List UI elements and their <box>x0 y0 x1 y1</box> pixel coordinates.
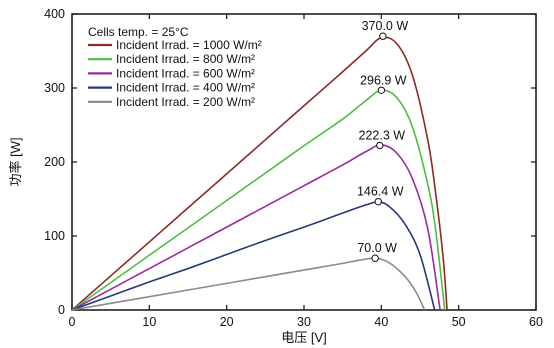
legend-label-1: Incident Irrad. = 1000 W/m² <box>116 38 262 52</box>
y-axis-label: 功率 [W] <box>8 137 23 186</box>
y-tick-label: 0 <box>58 303 65 317</box>
series-line-2 <box>71 89 446 311</box>
legend-title: Cells temp. = 25°C <box>88 25 189 39</box>
legend-label-3: Incident Irrad. = 600 W/m² <box>116 66 255 80</box>
legend: Cells temp. = 25°C Incident Irrad. = 100… <box>88 25 262 109</box>
x-tick-label: 20 <box>220 315 234 329</box>
axis-ticks: 0 10 20 30 40 50 60 0 100 200 300 400 <box>44 7 543 329</box>
peak-markers: 370.0 W 296.9 W 222.3 W 146.4 W 70.0 W <box>357 19 409 262</box>
peak-point-5 <box>371 254 379 262</box>
peak-point-3 <box>376 141 384 150</box>
x-tick-label: 40 <box>374 315 388 329</box>
x-tick-label: 50 <box>452 315 466 329</box>
peak-point-4 <box>374 197 382 206</box>
plot-frame <box>71 13 537 311</box>
x-tick-label: 10 <box>142 315 156 329</box>
series-line-4 <box>71 201 436 311</box>
x-tick-label: 60 <box>529 315 543 329</box>
y-tick-label: 100 <box>44 229 65 243</box>
peak-label-4: 146.4 W <box>357 185 404 199</box>
peak-label-1: 370.0 W <box>362 19 409 33</box>
series-line-1 <box>71 36 448 311</box>
peak-label-5: 70.0 W <box>357 241 397 255</box>
legend-label-4: Incident Irrad. = 400 W/m² <box>116 81 255 95</box>
y-tick-label: 200 <box>44 155 65 169</box>
peak-point-2 <box>377 86 386 94</box>
peak-label-2: 296.9 W <box>360 73 407 87</box>
legend-label-5: Incident Irrad. = 200 W/m² <box>116 95 255 109</box>
peak-label-3: 222.3 W <box>359 128 406 142</box>
x-tick-label: 0 <box>69 315 76 329</box>
y-tick-label: 400 <box>44 7 65 21</box>
legend-label-2: Incident Irrad. = 800 W/m² <box>116 52 255 66</box>
series-line-5 <box>71 257 426 311</box>
peak-point-1 <box>379 32 387 40</box>
x-axis-label: 电压 [V] <box>281 330 327 345</box>
x-tick-label: 30 <box>297 315 311 329</box>
y-tick-label: 300 <box>44 81 65 95</box>
series-line-3 <box>71 144 441 311</box>
series-lines <box>71 36 448 311</box>
